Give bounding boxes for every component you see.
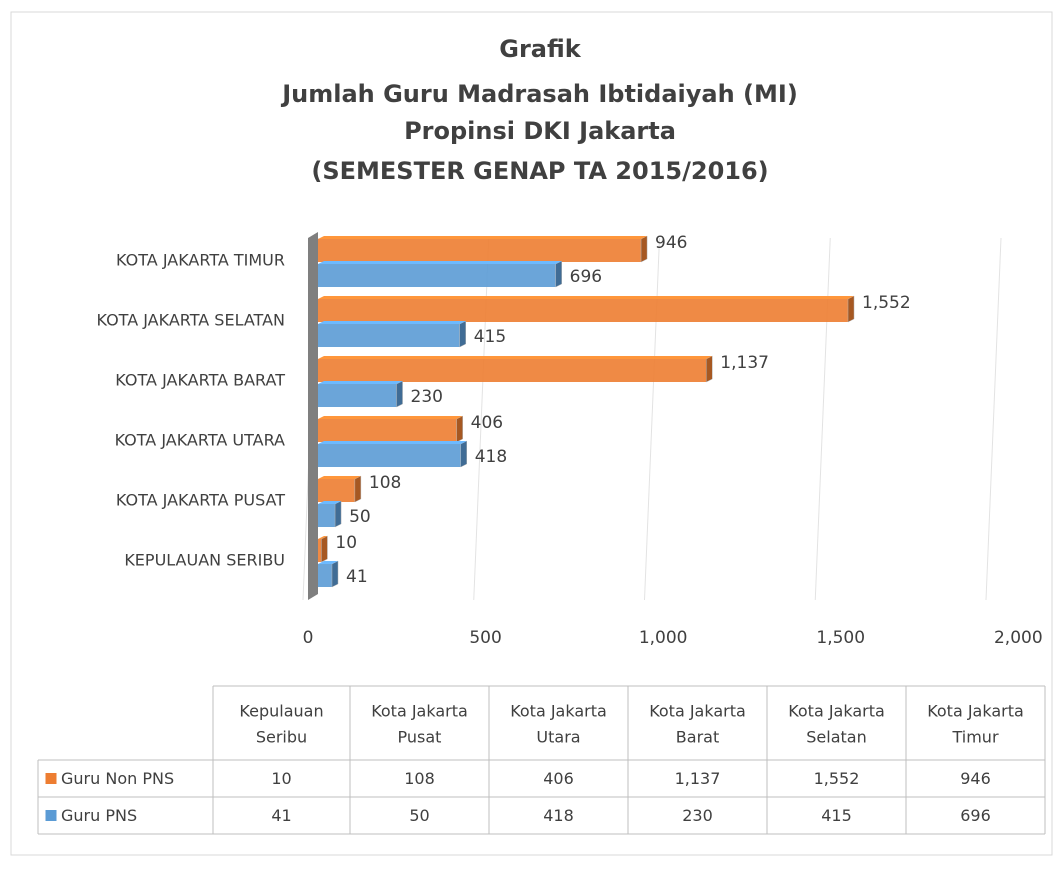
table-cell: 230	[682, 806, 713, 825]
x-tick-label: 1,500	[816, 628, 865, 648]
table-cell: 50	[409, 806, 429, 825]
table-cell: 946	[960, 769, 991, 788]
bar	[318, 324, 460, 347]
data-label: 415	[474, 327, 506, 347]
bar-top	[318, 476, 361, 479]
legend-label: Guru Non PNS	[61, 769, 174, 788]
bar-top	[318, 236, 648, 239]
bar-side	[331, 560, 339, 588]
data-label: 406	[471, 413, 503, 433]
bar	[318, 264, 556, 287]
bar	[318, 239, 642, 262]
chart-title: Propinsi DKI Jakarta	[404, 117, 676, 145]
data-label: 41	[346, 567, 368, 587]
bar-side	[460, 440, 467, 468]
y-tick-label: KOTA JAKARTA TIMUR	[116, 251, 285, 270]
chart-title: Grafik	[499, 35, 582, 63]
bar-side	[396, 380, 403, 408]
data-label: 50	[349, 507, 371, 527]
bar-side	[321, 535, 328, 563]
grid-line	[985, 237, 1002, 601]
bar-side	[847, 295, 855, 323]
y-tick-label: KOTA JAKARTA PUSAT	[116, 491, 285, 510]
table-header: Kepulauan	[239, 702, 323, 721]
data-label: 108	[369, 473, 401, 493]
bar-side	[706, 355, 713, 383]
y-tick-label: KOTA JAKARTA BARAT	[115, 371, 285, 390]
bar-side	[354, 475, 362, 503]
table-cell: 1,552	[814, 769, 860, 788]
table-header: Kota Jakarta	[510, 702, 607, 721]
chart-title: Jumlah Guru Madrasah Ibtidaiyah (MI)	[280, 80, 798, 108]
table-cell: 696	[960, 806, 991, 825]
table-cell: 10	[271, 769, 291, 788]
bar-top	[318, 416, 463, 419]
table-header: Selatan	[806, 728, 866, 747]
table-header: Kota Jakarta	[788, 702, 885, 721]
bar	[318, 299, 849, 322]
table-cell: 1,137	[675, 769, 721, 788]
data-label: 946	[655, 233, 687, 253]
table-cell: 418	[543, 806, 574, 825]
table-header: Utara	[536, 728, 580, 747]
bar	[318, 504, 336, 527]
bar	[318, 359, 707, 382]
x-tick-label: 1,000	[639, 628, 688, 648]
bar-side	[459, 320, 466, 348]
bar	[318, 479, 355, 502]
chart-title: (SEMESTER GENAP TA 2015/2016)	[311, 157, 768, 185]
data-label: 1,552	[862, 293, 911, 313]
y-tick-label: KEPULAUAN SERIBU	[124, 551, 285, 570]
bar-top	[318, 261, 562, 264]
bar	[318, 444, 461, 467]
axis-wall	[308, 232, 318, 600]
bar-top	[318, 536, 328, 539]
table-header: Timur	[951, 728, 998, 747]
table-header: Kota Jakarta	[371, 702, 468, 721]
bar-top	[318, 441, 467, 444]
legend-swatch	[44, 772, 58, 785]
table-cell: 415	[821, 806, 852, 825]
data-label: 418	[475, 447, 507, 467]
bar	[318, 564, 333, 587]
bar-top	[318, 501, 342, 504]
bar	[318, 419, 457, 442]
legend-swatch	[44, 809, 58, 822]
bar-side	[334, 500, 342, 528]
table-header: Seribu	[256, 728, 307, 747]
bar-side	[456, 415, 463, 443]
data-label: 230	[411, 387, 443, 407]
legend-label: Guru PNS	[61, 806, 137, 825]
table-header: Kota Jakarta	[649, 702, 746, 721]
table-cell: 406	[543, 769, 574, 788]
bar-top	[318, 321, 466, 324]
bar-top	[318, 561, 339, 564]
x-tick-label: 0	[303, 628, 314, 648]
y-tick-label: KOTA JAKARTA UTARA	[115, 431, 285, 450]
table-cell: 108	[404, 769, 435, 788]
table-header: Pusat	[398, 728, 442, 747]
data-label: 1,137	[720, 353, 769, 373]
data-label: 696	[570, 267, 602, 287]
bar-side	[640, 235, 648, 263]
bar-top	[318, 356, 713, 359]
bar-top	[318, 381, 403, 384]
bar	[318, 384, 397, 407]
chart-frame	[10, 11, 1053, 856]
data-label: 10	[335, 533, 357, 553]
bar	[318, 539, 322, 562]
bar-top	[318, 296, 855, 299]
table-header: Kota Jakarta	[927, 702, 1024, 721]
table-header: Barat	[676, 728, 719, 747]
bar-side	[555, 260, 562, 288]
y-tick-label: KOTA JAKARTA SELATAN	[96, 311, 285, 330]
table-cell: 41	[271, 806, 291, 825]
x-tick-label: 500	[469, 628, 501, 648]
x-tick-label: 2,000	[994, 628, 1043, 648]
